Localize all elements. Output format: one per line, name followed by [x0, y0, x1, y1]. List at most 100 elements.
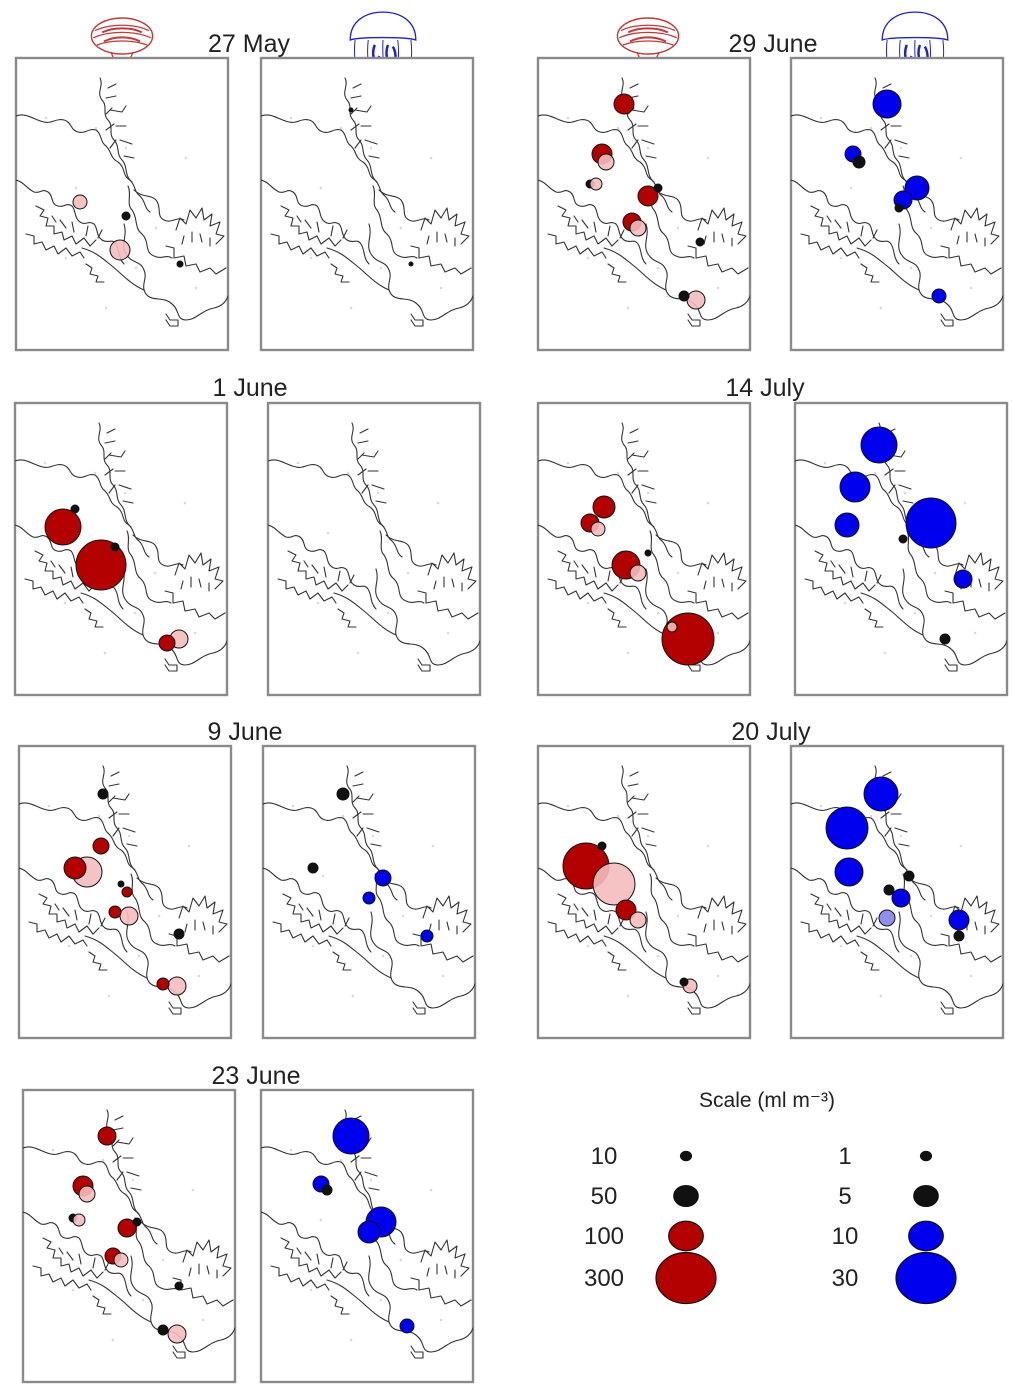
date-label: 27 May — [208, 30, 290, 58]
ctenophore-scale-bubble — [655, 1251, 717, 1305]
station-marker — [869, 126, 873, 130]
station-marker — [319, 186, 323, 190]
station-marker — [74, 186, 78, 190]
date-label: 29 June — [729, 30, 818, 58]
station-marker — [67, 944, 71, 948]
station-marker — [101, 1158, 105, 1162]
station-marker — [201, 1318, 205, 1322]
biomass-bubble — [878, 909, 896, 927]
biomass-bubble — [629, 911, 647, 929]
biomass-bubble — [883, 884, 895, 896]
station-marker — [879, 994, 883, 998]
biomass-bubble — [666, 621, 678, 633]
jellyfish-map-panel-1 — [266, 401, 482, 697]
station-marker — [819, 116, 823, 120]
date-label: 9 June — [207, 718, 282, 746]
station-marker — [616, 471, 620, 475]
station-marker — [386, 611, 390, 615]
biomass-bubble — [834, 512, 860, 538]
station-marker — [706, 844, 710, 848]
biomass-bubble — [686, 290, 706, 310]
station-marker — [626, 651, 630, 655]
station-marker — [909, 954, 913, 958]
station-marker — [646, 146, 650, 150]
biomass-bubble — [695, 237, 705, 247]
station-marker — [869, 814, 873, 818]
station-marker — [311, 944, 315, 948]
biomass-bubble — [939, 633, 951, 645]
station-marker — [161, 1258, 165, 1262]
ctenophore-scale-bubble — [673, 1184, 699, 1208]
biomass-bubble — [948, 909, 970, 931]
biomass-bubble — [374, 869, 392, 887]
biomass-bubble — [158, 634, 176, 652]
station-marker — [676, 914, 680, 918]
station-marker — [656, 611, 660, 615]
biomass-bubble — [307, 862, 319, 874]
station-marker — [441, 974, 445, 978]
station-marker — [626, 994, 630, 998]
station-marker — [289, 1148, 293, 1152]
ctenophore-map-panel-0 — [14, 56, 230, 352]
station-marker — [379, 1298, 383, 1302]
station-marker — [909, 266, 913, 270]
biomass-bubble — [661, 612, 715, 666]
station-marker — [959, 844, 963, 848]
station-marker — [197, 974, 201, 978]
station-marker — [153, 571, 157, 575]
station-marker — [369, 146, 373, 150]
panel-frame — [266, 401, 482, 697]
panel-frame — [259, 56, 475, 352]
biomass-bubble — [167, 976, 187, 996]
biomass-bubble — [321, 1184, 333, 1196]
station-marker — [341, 814, 345, 818]
station-marker — [339, 1158, 343, 1162]
biomass-bubble — [839, 471, 871, 503]
biomass-bubble — [653, 183, 663, 193]
biomass-bubble — [589, 177, 603, 191]
station-marker — [626, 306, 630, 310]
station-marker — [43, 461, 47, 465]
station-marker — [676, 571, 680, 575]
station-marker — [111, 1338, 115, 1342]
jellyfish-scale-value: 30 — [832, 1265, 859, 1292]
station-marker — [326, 531, 330, 535]
biomass-bubble — [97, 1126, 117, 1146]
station-marker — [319, 1218, 323, 1222]
station-marker — [963, 501, 967, 505]
biomass-bubble — [852, 155, 866, 169]
biomass-bubble — [905, 497, 957, 549]
station-marker — [157, 914, 161, 918]
station-marker — [296, 461, 300, 465]
jellyfish-scale-value: 1 — [838, 1143, 851, 1170]
station-marker — [843, 601, 847, 605]
station-marker — [127, 834, 131, 838]
biomass-bubble — [898, 534, 908, 544]
ctenophore-scale-value: 300 — [584, 1265, 624, 1292]
station-marker — [289, 116, 293, 120]
biomass-bubble — [860, 426, 898, 464]
station-marker — [104, 306, 108, 310]
station-marker — [71, 1288, 75, 1292]
biomass-bubble — [44, 508, 82, 546]
biomass-bubble — [894, 203, 904, 213]
station-marker — [646, 491, 650, 495]
jellyfish-map-panel-2 — [261, 744, 477, 1040]
station-marker — [309, 1288, 313, 1292]
station-marker — [401, 914, 405, 918]
station-marker — [191, 1188, 195, 1192]
biomass-bubble — [157, 1324, 169, 1336]
station-marker — [97, 814, 101, 818]
biomass-bubble — [332, 1117, 370, 1155]
station-marker — [839, 256, 843, 260]
station-marker — [291, 804, 295, 808]
station-marker — [47, 804, 51, 808]
date-label: 20 July — [731, 718, 811, 746]
station-marker — [349, 306, 353, 310]
ctenophore-map-panel-6 — [536, 744, 752, 1040]
jellyfish-map-panel-5 — [793, 401, 1009, 697]
jellyfish-map-panel-3 — [259, 1088, 475, 1384]
biomass-bubble — [597, 153, 615, 171]
jellyfish-scale-value: 10 — [832, 1223, 859, 1250]
